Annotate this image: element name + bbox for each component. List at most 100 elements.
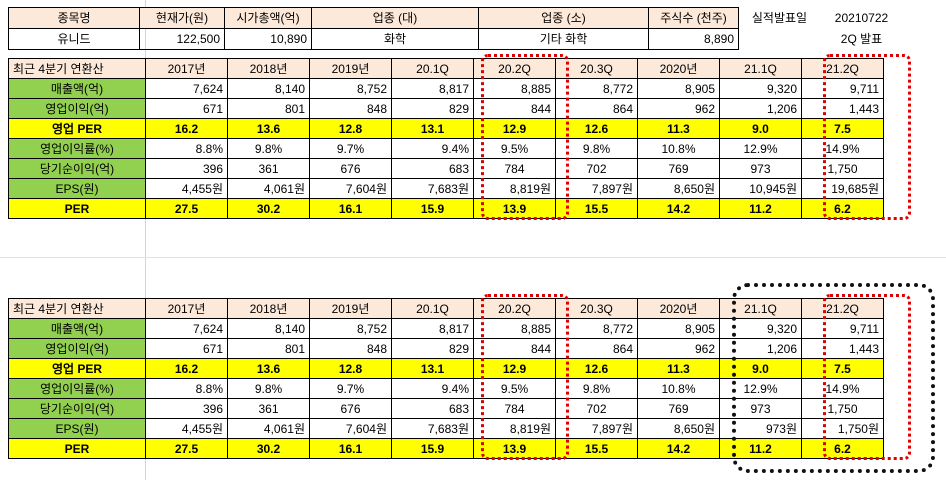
table-cell: 864	[555, 98, 638, 119]
table-cell: 19,685원	[801, 178, 884, 199]
revenue-row: 매출액(억) 7,624 8,140 8,752 8,817 8,885 8,7…	[8, 318, 884, 339]
table-cell: 9,711	[801, 318, 884, 339]
table-cell: 9.0	[719, 118, 802, 139]
operating-margin-row: 영업이익률(%) 8.8% 9.8% 9.7% 9.4% 9.5% 9.8% 1…	[8, 138, 884, 159]
table-header-row: 최근 4분기 연환산 2017년 2018년 2019년 20.1Q 20.2Q…	[8, 58, 884, 79]
table-cell: 9.8%	[555, 378, 638, 399]
current-price: 122,500	[139, 28, 225, 50]
info-header-cell: 업종 (대)	[311, 7, 479, 29]
row-label: 영업이익(억)	[8, 98, 146, 119]
table-cell: 844	[473, 98, 556, 119]
column-header: 2020년	[637, 298, 720, 319]
table-cell: 9.5%	[473, 378, 556, 399]
sector-minor: 기타 화학	[478, 28, 649, 50]
table-cell: 8,650원	[637, 178, 720, 199]
table-cell: 9,320	[719, 78, 802, 99]
table-cell: 973	[719, 158, 802, 179]
table-cell: 8,772	[555, 78, 638, 99]
table-cell: 973	[719, 398, 802, 419]
table-cell: 16.1	[309, 438, 392, 459]
table-cell: 16.2	[145, 118, 228, 139]
column-header: 2017년	[145, 298, 228, 319]
table-cell: 12.9	[473, 118, 556, 139]
row-label: PER	[8, 198, 146, 219]
table-cell: 16.2	[145, 358, 228, 379]
table-cell: 9.4%	[391, 138, 474, 159]
table-cell: 7.5	[801, 118, 884, 139]
info-header-cell: 종목명	[8, 7, 140, 29]
table-cell: 8,772	[555, 318, 638, 339]
empty-cell	[739, 29, 821, 50]
table-cell: 8,817	[391, 78, 474, 99]
table-cell: 844	[473, 338, 556, 359]
table-cell: 8,752	[309, 318, 392, 339]
table-cell: 11.3	[637, 118, 720, 139]
operating-per-row: 영업 PER 16.2 13.6 12.8 13.1 12.9 12.6 11.…	[8, 118, 884, 139]
table-cell: 11.2	[719, 438, 802, 459]
table-cell: 9.5%	[473, 138, 556, 159]
eps-row: EPS(원) 4,455원 4,061원 7,604원 7,683원 8,819…	[8, 418, 884, 439]
table-cell: 1,750원	[801, 418, 884, 439]
table-cell: 10,945원	[719, 178, 802, 199]
report-date-value: 20210722	[834, 10, 889, 25]
info-value-row: 유니드 122,500 10,890 화학 기타 화학 8,890 2Q 발표	[8, 28, 903, 50]
column-header: 20.3Q	[555, 58, 638, 79]
table-cell: 14.9%	[801, 378, 884, 399]
table-cell: 12.8	[309, 358, 392, 379]
financials-table-1: 최근 4분기 연환산 2017년 2018년 2019년 20.1Q 20.2Q…	[8, 58, 884, 219]
info-header-cell: 현재가(원)	[139, 7, 225, 29]
table-cell: 13.9	[473, 438, 556, 459]
table-cell: 848	[309, 338, 392, 359]
column-header: 2020년	[637, 58, 720, 79]
report-date-label: 실적발표일	[751, 10, 808, 25]
table-cell: 1,750	[801, 398, 884, 419]
table-cell: 13.9	[473, 198, 556, 219]
share-count: 8,890	[648, 28, 739, 50]
table-cell: 8,885	[473, 78, 556, 99]
table-cell: 7,604원	[309, 178, 392, 199]
column-header: 21.2Q	[801, 58, 884, 79]
table-cell: 8,905	[637, 318, 720, 339]
table-cell: 12.6	[555, 358, 638, 379]
per-row: PER 27.5 30.2 16.1 15.9 13.9 15.5 14.2 1…	[8, 438, 884, 459]
table-cell: 1,206	[719, 338, 802, 359]
table-cell: 7,624	[145, 318, 228, 339]
table-cell: 13.6	[227, 358, 310, 379]
column-header: 20.2Q	[473, 298, 556, 319]
operating-margin-row: 영업이익률(%) 8.8% 9.8% 9.7% 9.4% 9.5% 9.8% 1…	[8, 378, 884, 399]
table-cell: 4,061원	[227, 418, 310, 439]
operating-profit-row: 영업이익(억) 671 801 848 829 844 864 962 1,20…	[8, 98, 884, 119]
table-cell: 671	[145, 338, 228, 359]
table-cell: 676	[309, 398, 392, 419]
table-cell: 14.2	[637, 198, 720, 219]
table-cell: 1,443	[801, 98, 884, 119]
table-cell: 396	[145, 398, 228, 419]
table-cell: 14.2	[637, 438, 720, 459]
table-cell: 12.8	[309, 118, 392, 139]
table-cell: 9.7%	[309, 138, 392, 159]
sheet-column-line	[145, 0, 146, 480]
table-cell: 9.8%	[227, 138, 310, 159]
column-header: 20.3Q	[555, 298, 638, 319]
table-cell: 10.8%	[637, 378, 720, 399]
info-header-row: 종목명 현재가(원) 시가총액(억) 업종 (대) 업종 (소) 주식수 (천주…	[8, 7, 903, 29]
column-header: 2018년	[227, 58, 310, 79]
operating-per-row: 영업 PER 16.2 13.6 12.8 13.1 12.9 12.6 11.…	[8, 358, 884, 379]
table-cell: 683	[391, 158, 474, 179]
net-income-row: 당기순이익(억) 396 361 676 683 784 702 769 973…	[8, 398, 884, 419]
table-cell: 12.9%	[719, 138, 802, 159]
table-cell: 9.8%	[555, 138, 638, 159]
table-cell: 16.1	[309, 198, 392, 219]
table-cell: 8,650원	[637, 418, 720, 439]
row-label: EPS(원)	[8, 418, 146, 439]
table-cell: 14.9%	[801, 138, 884, 159]
column-header: 21.2Q	[801, 298, 884, 319]
table-cell: 683	[391, 398, 474, 419]
table-cell: 15.9	[391, 438, 474, 459]
table-cell: 8,819원	[473, 418, 556, 439]
table-cell: 4,455원	[145, 418, 228, 439]
row-label: 영업이익률(%)	[8, 378, 146, 399]
table-cell: 9.8%	[227, 378, 310, 399]
table-cell: 12.9%	[719, 378, 802, 399]
row-label: 매출액(억)	[8, 318, 146, 339]
